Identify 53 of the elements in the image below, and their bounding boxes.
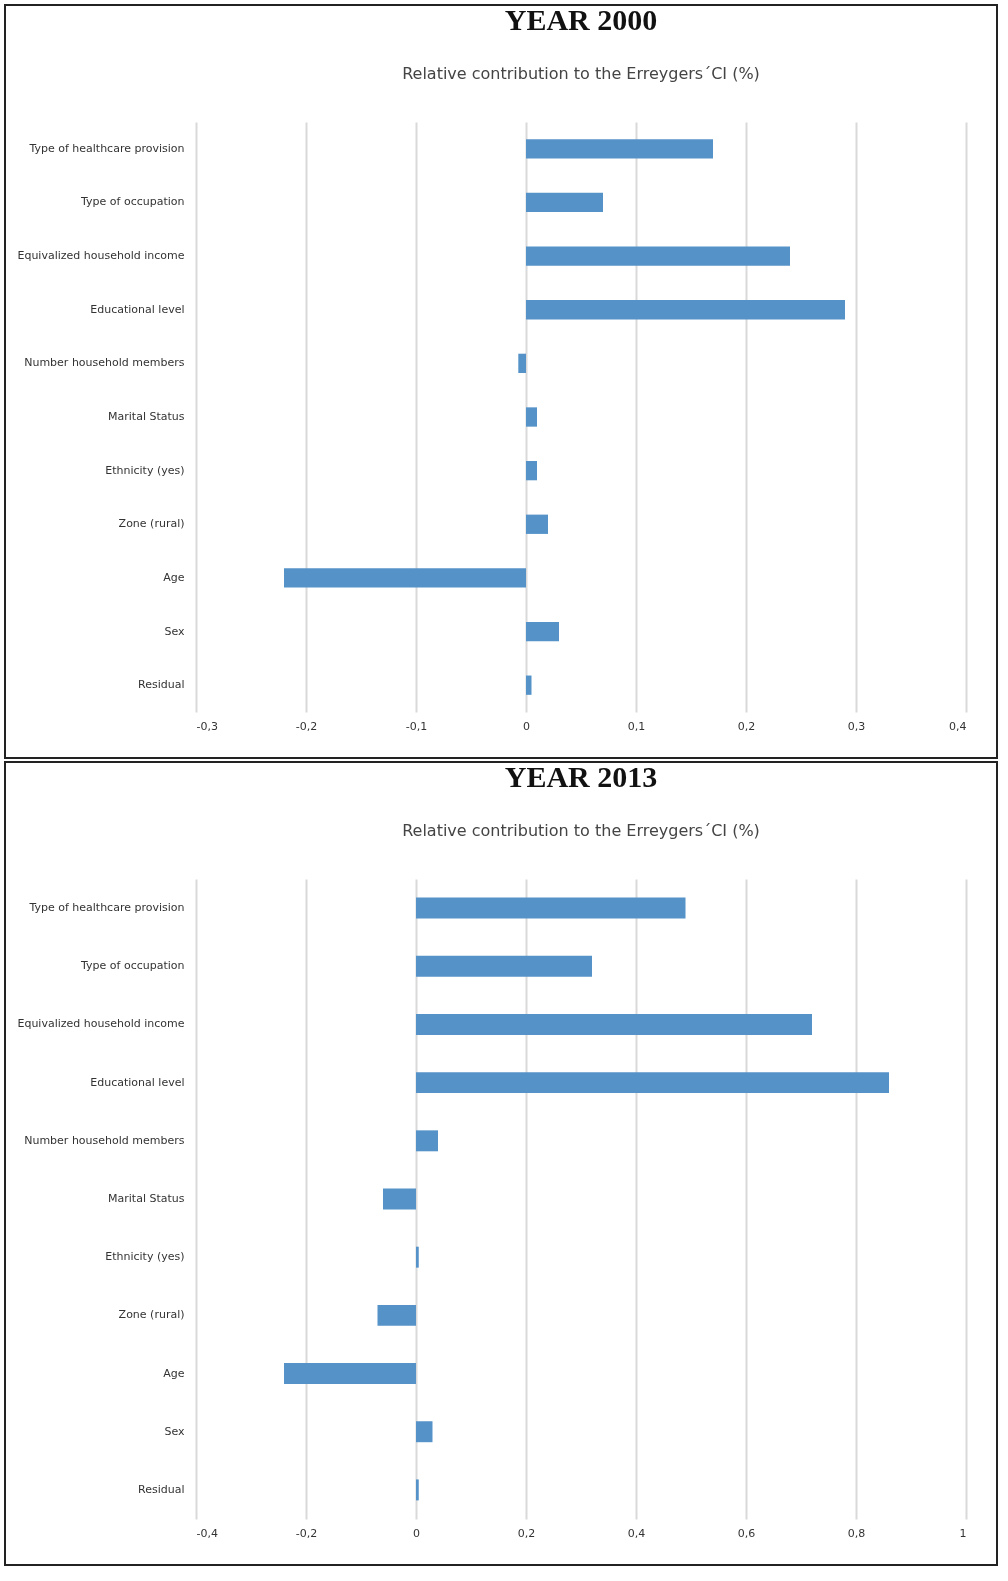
x-tick-label: 0,8 [847, 1526, 866, 1540]
y-tick-label: Type of healthcare provision [28, 901, 185, 915]
bar [416, 1130, 438, 1152]
bar [284, 1363, 416, 1385]
y-tick-label: Marital Status [108, 410, 185, 423]
x-tick-label: 0,6 [737, 1526, 756, 1540]
y-tick-label: Sex [164, 624, 185, 638]
x-tick-label: 1 [959, 1526, 967, 1540]
y-tick-label: Equivalized household income [17, 1017, 185, 1031]
y-tick-label: Number household members [24, 1133, 185, 1147]
y-tick-label: Sex [164, 1424, 185, 1438]
bar [383, 1188, 416, 1210]
y-tick-label: Type of healthcare provision [28, 141, 185, 155]
bar [416, 897, 686, 919]
bar [416, 1013, 812, 1035]
bar [377, 1304, 416, 1326]
x-tick-label: -0,2 [295, 1526, 318, 1540]
x-tick-label: 0,1 [627, 719, 646, 733]
y-tick-label: Educational level [90, 1075, 185, 1089]
x-tick-label: 0 [413, 1526, 420, 1540]
y-tick-label: Ethnicity (yes) [105, 1250, 185, 1264]
chart-title: YEAR 2013 [504, 760, 658, 793]
y-tick-label: Equivalized household income [17, 249, 185, 263]
y-tick-label: Age [163, 1366, 185, 1380]
bar [416, 1479, 419, 1501]
y-tick-label: Age [163, 570, 185, 584]
x-tick-label: 0,4 [627, 1526, 646, 1540]
x-tick-label: 0,4 [949, 719, 967, 733]
chart-subtitle: Relative contribution to the Erreygers´CI (%) [402, 64, 760, 83]
y-tick-label: Zone (rural) [118, 1308, 185, 1322]
x-tick-label: -0,1 [405, 719, 428, 733]
chart-subtitle: Relative contribution to the Erreygers´CI (%) [402, 821, 760, 840]
x-tick-label: -0,4 [196, 1526, 218, 1540]
x-tick-label: 0,2 [737, 719, 756, 733]
y-tick-label: Marital Status [108, 1192, 185, 1205]
y-tick-label: Residual [138, 678, 185, 692]
bar [416, 1421, 433, 1443]
y-tick-label: Zone (rural) [118, 517, 185, 531]
y-tick-label: Educational level [90, 302, 185, 316]
chart-title: YEAR 2000 [504, 3, 658, 36]
bar [416, 1246, 419, 1268]
x-tick-label: 0,3 [847, 719, 866, 733]
y-tick-label: Residual [138, 1482, 185, 1496]
bar [416, 955, 592, 977]
x-tick-label: -0,2 [295, 719, 318, 733]
x-tick-label: 0,2 [517, 1526, 536, 1540]
y-tick-label: Type of occupation [80, 195, 185, 209]
x-tick-label: -0,3 [196, 719, 218, 733]
x-tick-label: 0 [523, 719, 530, 733]
y-tick-label: Number household members [24, 356, 185, 370]
bar [416, 1072, 889, 1094]
y-tick-label: Ethnicity (yes) [105, 463, 185, 477]
y-tick-label: Type of occupation [80, 959, 185, 973]
